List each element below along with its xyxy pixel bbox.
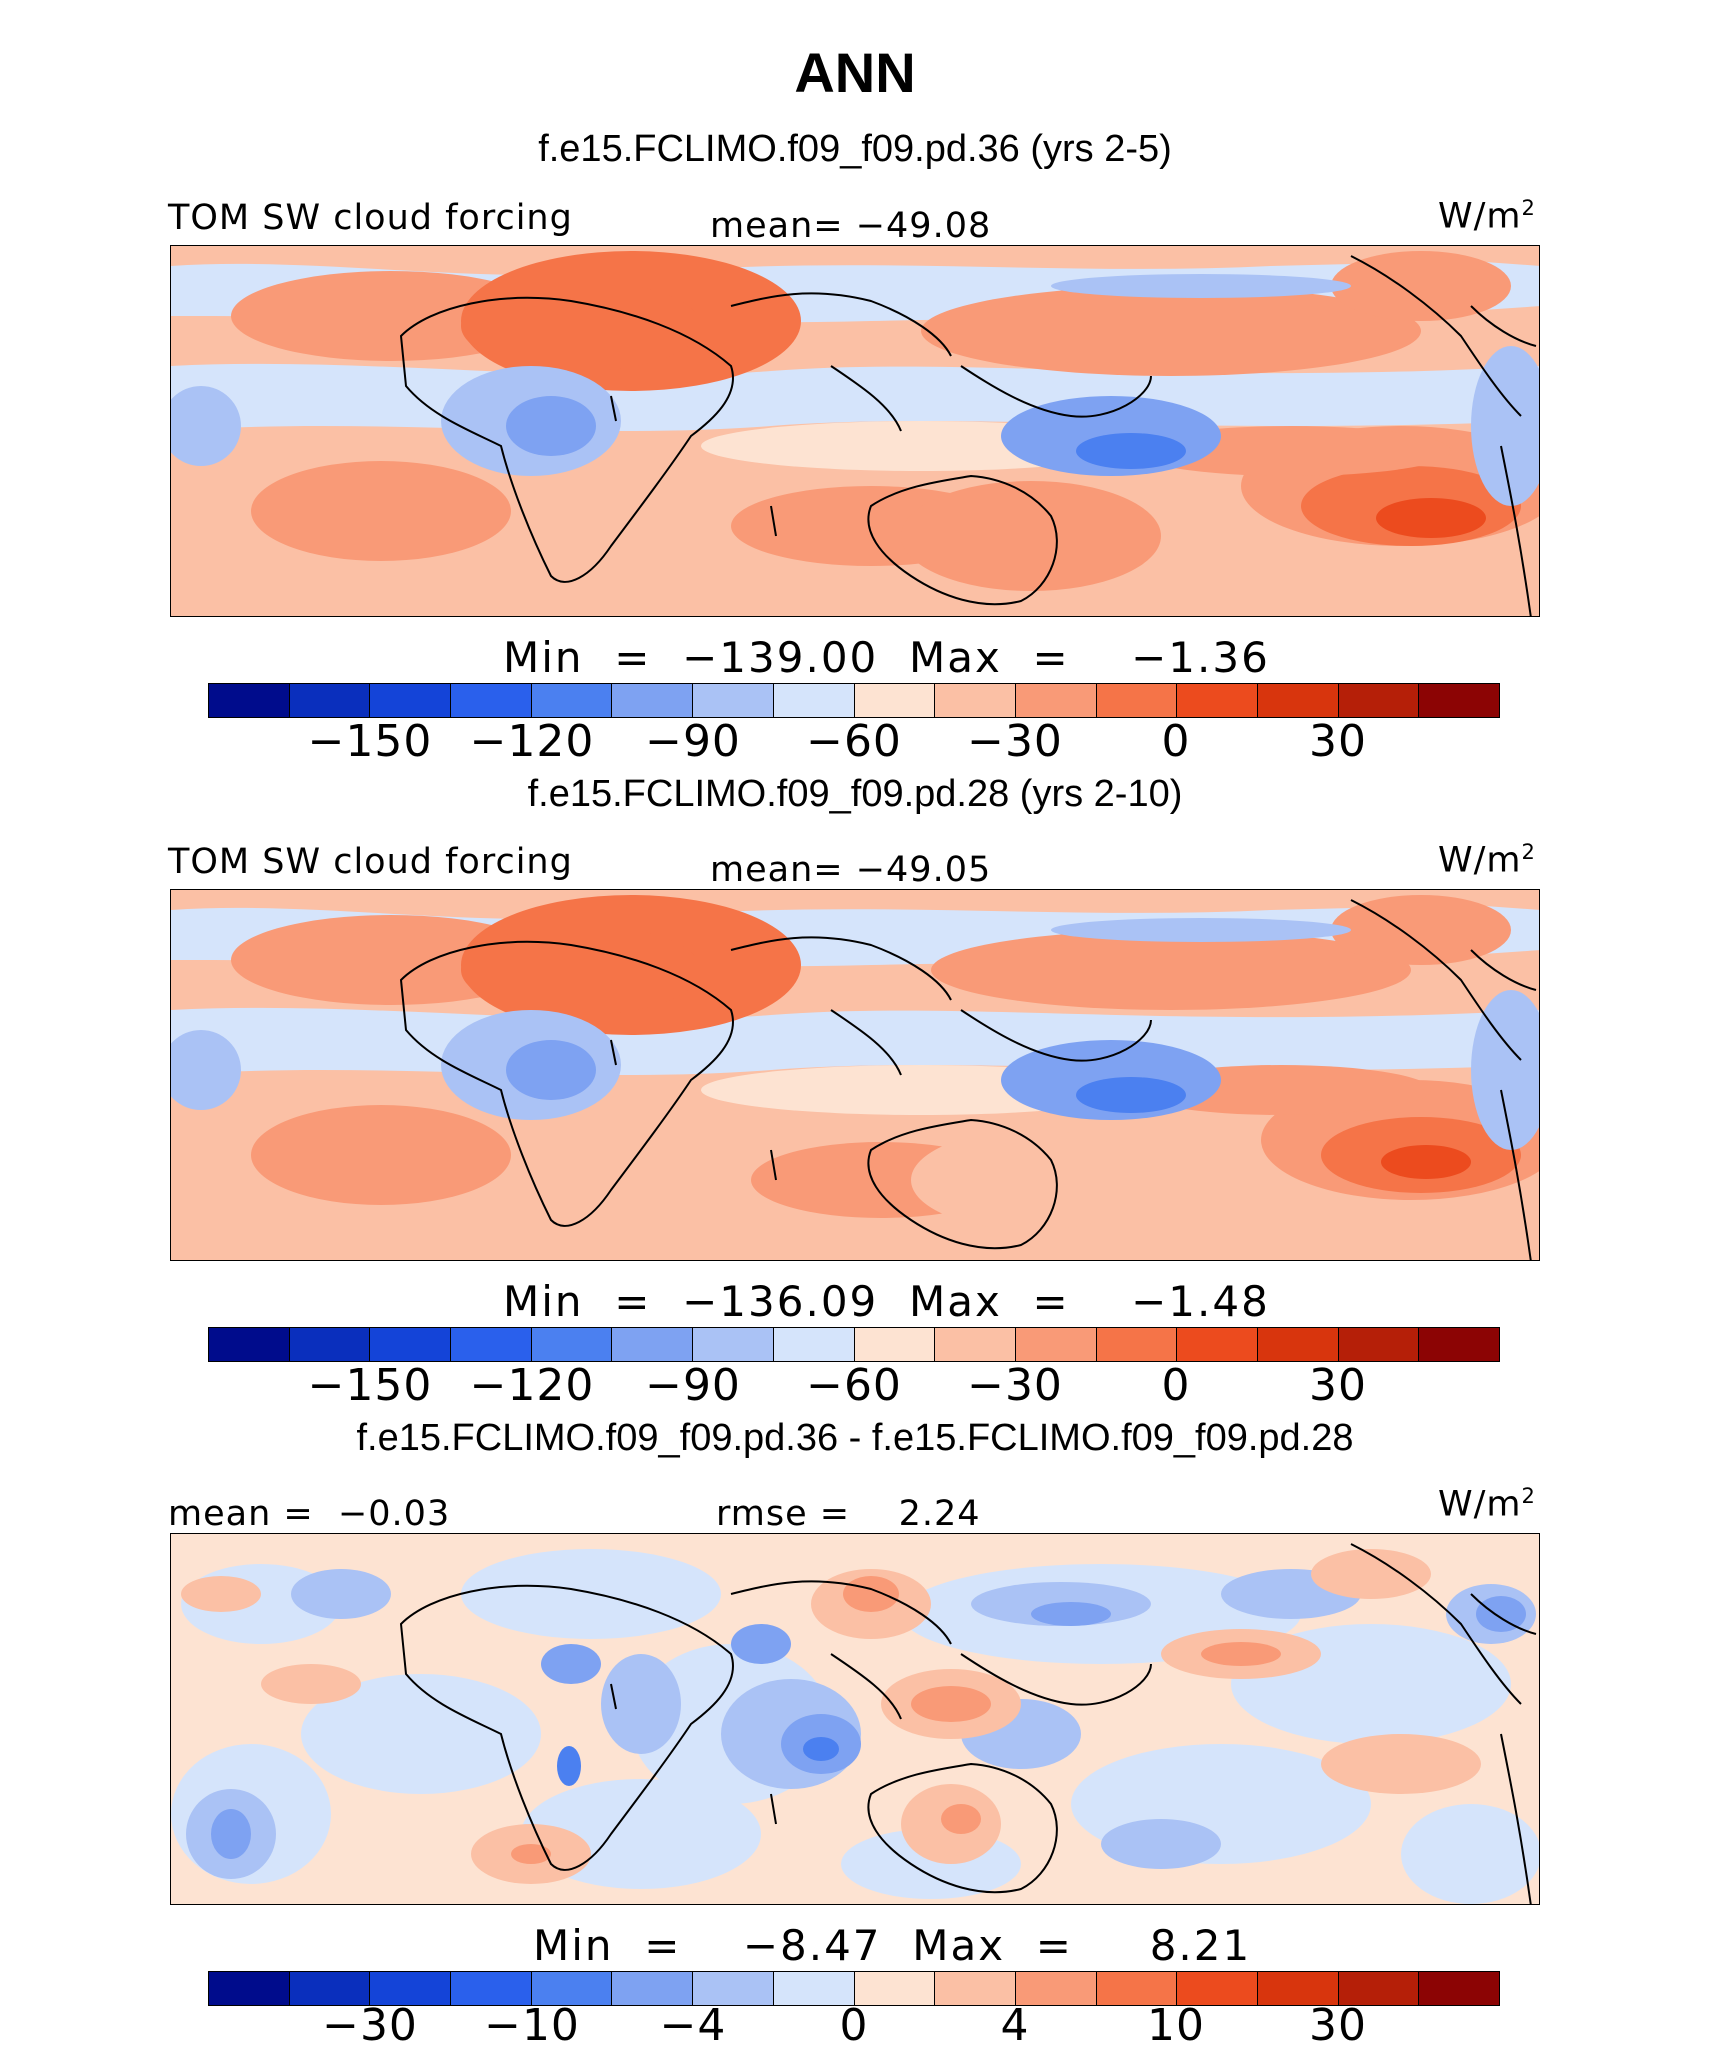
colorbar-tick-label: 0 [1161,716,1191,767]
colorbar-tick-label: −90 [645,716,741,767]
colorbar-swatch [370,684,452,717]
panel-3-rmse-label: rmse = 2.24 [716,1494,981,1534]
colorbar-tick-label: −10 [484,2000,580,2051]
colorbar-swatch [370,1328,452,1361]
panel-1-mean-label: mean= −49.08 [710,206,992,246]
colorbar-tick-label: −90 [645,1360,741,1411]
colorbar-swatch [1419,1972,1499,2005]
colorbar-tick-label: 0 [1161,1360,1191,1411]
panel-1-variable-label: TOM SW cloud forcing [168,198,573,238]
panel-2-variable-label: TOM SW cloud forcing [168,842,573,882]
panel-3-minmax: Min = −8.47 Max = 8.21 [533,1921,1252,1970]
panel-3-colorbar [208,1971,1500,2006]
panel-1-minmax: Min = −139.00 Max = −1.36 [503,633,1270,682]
panel-2-minmax: Min = −136.09 Max = −1.48 [503,1277,1270,1326]
figure-title: ANN [794,41,916,104]
colorbar-tick-label: −4 [659,2000,727,2051]
colorbar-tick-label: −120 [469,1360,595,1411]
colorbar-swatch [1338,1328,1420,1361]
panel-3-contour-field [171,1534,1539,1904]
colorbar-swatch [773,684,855,717]
colorbar-swatch [209,1972,290,2005]
colorbar-swatch [1419,684,1499,717]
panel-1-units-label: W/m2 [1438,196,1536,237]
colorbar-swatch [1015,1328,1097,1361]
colorbar-swatch [935,1328,1016,1361]
colorbar-swatch [693,1328,774,1361]
colorbar-swatch [531,1328,613,1361]
colorbar-swatch [1015,684,1097,717]
colorbar-swatch [370,1972,452,2005]
colorbar-swatch [1177,684,1258,717]
colorbar-swatch [1177,1328,1258,1361]
colorbar-swatch [1096,1328,1178,1361]
colorbar-tick-label: −150 [307,1360,433,1411]
colorbar-tick-label: −30 [967,1360,1063,1411]
colorbar-swatch [531,1972,613,2005]
colorbar-swatch [612,1972,694,2005]
colorbar-swatch [1257,684,1339,717]
colorbar-swatch [1338,1972,1420,2005]
colorbar-swatch [935,684,1016,717]
colorbar-swatch [854,684,936,717]
colorbar-swatch [1096,1972,1178,2005]
panel-3-map [170,1533,1540,1905]
panel-2-map [170,889,1540,1261]
colorbar-swatch [693,684,774,717]
colorbar-tick-label: −120 [469,716,595,767]
colorbar-swatch [1257,1972,1339,2005]
colorbar-swatch [289,1328,371,1361]
colorbar-tick-label: 10 [1147,2000,1205,2051]
colorbar-swatch [1338,684,1420,717]
colorbar-swatch [451,1328,532,1361]
colorbar-swatch [854,1328,936,1361]
colorbar-swatch [209,684,290,717]
colorbar-swatch [531,684,613,717]
colorbar-swatch [773,1328,855,1361]
panel-2-mean-label: mean= −49.05 [710,850,992,890]
colorbar-swatch [612,1328,694,1361]
colorbar-swatch [289,1972,371,2005]
colorbar-tick-label: 0 [839,2000,869,2051]
panel-2-units-label: W/m2 [1438,840,1536,881]
panel-1-map [170,245,1540,617]
panel-2-colorbar [208,1327,1500,1362]
colorbar-swatch [209,1328,290,1361]
colorbar-swatch [773,1972,855,2005]
colorbar-tick-label: −60 [806,716,902,767]
colorbar-swatch [289,684,371,717]
colorbar-tick-label: 30 [1309,2000,1367,2051]
colorbar-tick-label: −60 [806,1360,902,1411]
panel-3-case-title: f.e15.FCLIMO.f09_f09.pd.36 - f.e15.FCLIM… [356,1417,1354,1459]
colorbar-swatch [1177,1972,1258,2005]
colorbar-swatch [451,684,532,717]
panel-3-units-label: W/m2 [1438,1484,1536,1525]
colorbar-tick-label: −30 [967,716,1063,767]
colorbar-swatch [693,1972,774,2005]
colorbar-swatch [935,1972,1016,2005]
panel-1-colorbar [208,683,1500,718]
panel-1-case-title: f.e15.FCLIMO.f09_f09.pd.36 (yrs 2-5) [538,128,1172,170]
colorbar-tick-label: 4 [1000,2000,1030,2051]
colorbar-tick-label: 30 [1309,1360,1367,1411]
colorbar-swatch [1015,1972,1097,2005]
colorbar-swatch [1096,684,1178,717]
colorbar-swatch [854,1972,936,2005]
panel-1-contour-field [171,246,1539,616]
colorbar-swatch [1419,1328,1499,1361]
colorbar-swatch [451,1972,532,2005]
colorbar-swatch [612,684,694,717]
colorbar-swatch [1257,1328,1339,1361]
panel-2-case-title: f.e15.FCLIMO.f09_f09.pd.28 (yrs 2-10) [527,773,1183,815]
colorbar-tick-label: −150 [307,716,433,767]
colorbar-tick-label: −30 [322,2000,418,2051]
colorbar-tick-label: 30 [1309,716,1367,767]
panel-3-mean-label: mean = −0.03 [168,1494,451,1534]
panel-2-contour-field [171,890,1539,1260]
